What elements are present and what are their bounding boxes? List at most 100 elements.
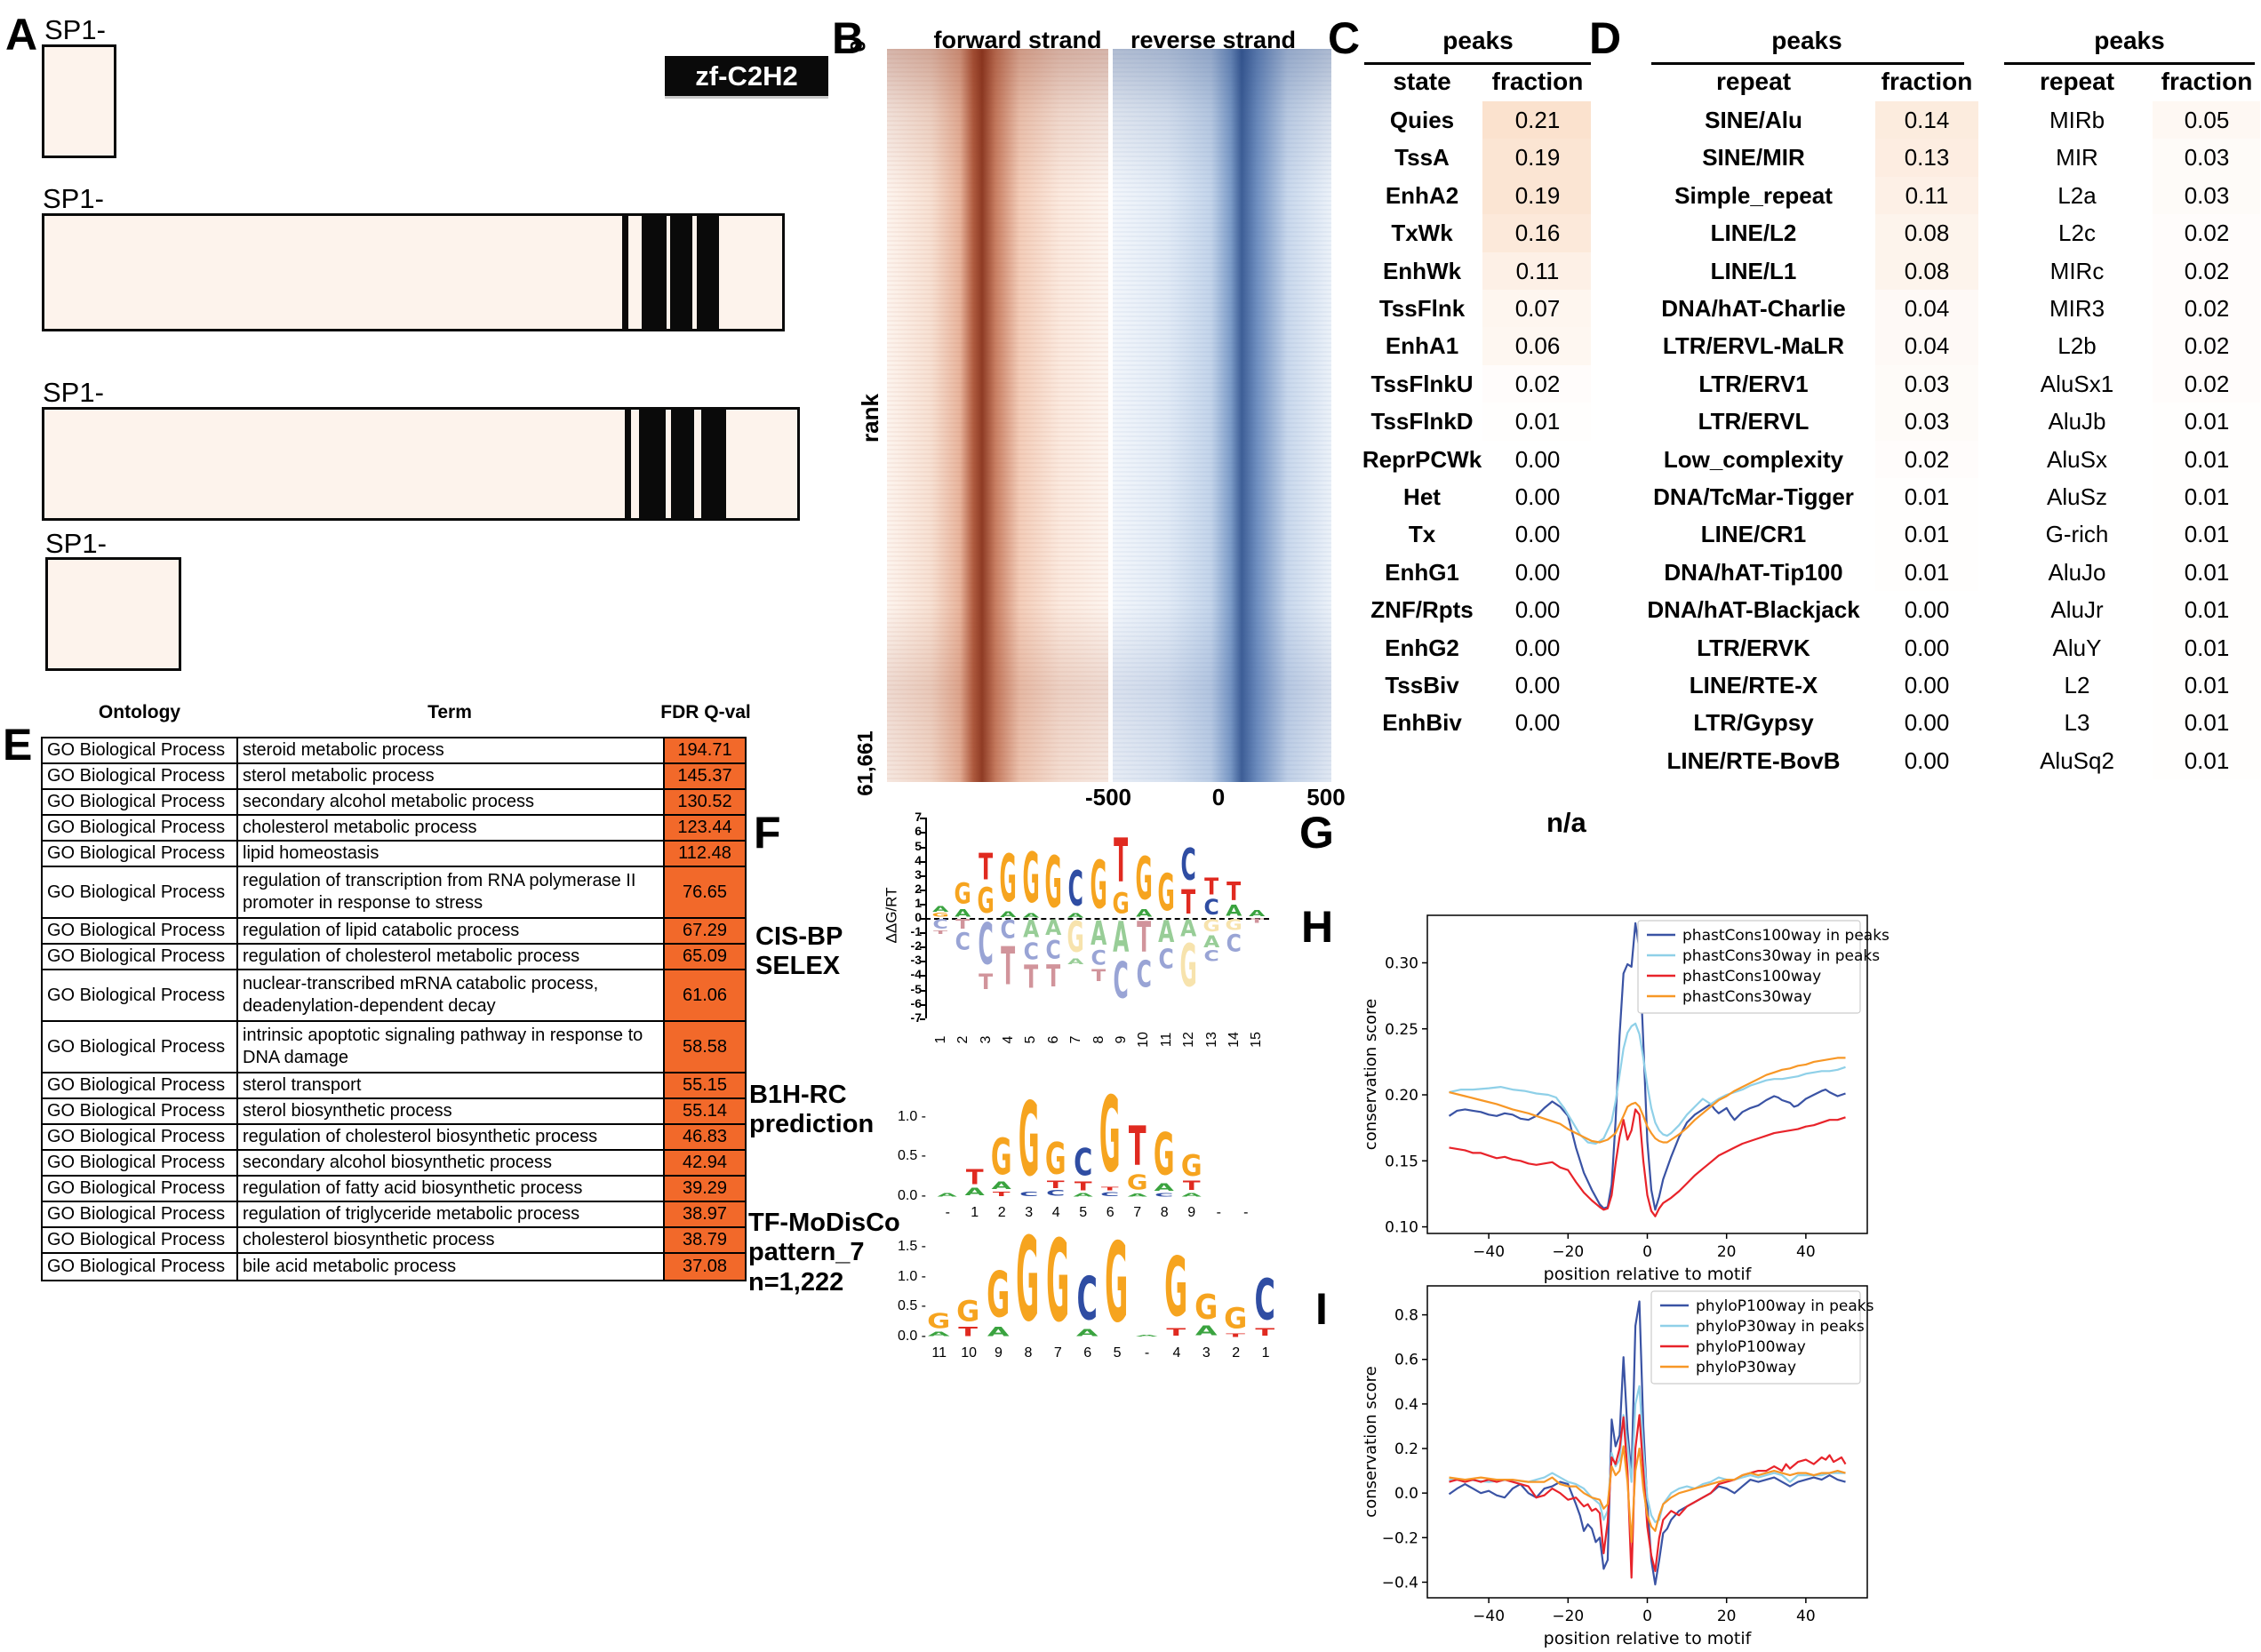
svg-text:A: A bbox=[1158, 918, 1175, 946]
row-fraction: 0.16 bbox=[1514, 219, 1561, 247]
go-term-cell: sterol metabolic process bbox=[238, 764, 665, 788]
fraction-cell-tint bbox=[1875, 176, 1978, 215]
logo-letter-T: T bbox=[965, 1168, 983, 1187]
row-fraction: 0.01 bbox=[2184, 483, 2230, 510]
isoform-body bbox=[42, 213, 785, 331]
svg-text:G: G bbox=[1113, 890, 1130, 918]
svg-text:C: C bbox=[1076, 1272, 1097, 1329]
logo1-ytickmark bbox=[920, 903, 925, 906]
logo-position-label: 8 bbox=[1160, 1205, 1169, 1220]
table-row: AluJo 0.01 bbox=[0, 554, 2261, 591]
row-label: Het bbox=[1403, 483, 1441, 510]
row-fraction: 0.03 bbox=[2184, 144, 2230, 172]
row-label: AluSx1 bbox=[2040, 370, 2114, 397]
go-enrichment-table: GO Biological Process steroid metabolic p… bbox=[41, 737, 747, 1281]
table-row: LTR/ERV1 0.03 bbox=[0, 365, 2261, 403]
logo1-ytick: -3 bbox=[910, 953, 922, 968]
d-left-title: peaks bbox=[1771, 27, 1842, 54]
logo1-ytickmark bbox=[920, 975, 925, 978]
row-label: LINE/CR1 bbox=[1700, 521, 1807, 548]
fraction-cell-tint bbox=[1875, 251, 1978, 290]
logo-position-label: 5 bbox=[1023, 1035, 1039, 1044]
logo1-ytick: -5 bbox=[910, 981, 922, 996]
go-qval-cell: 38.79 bbox=[665, 1228, 745, 1252]
row-label: L3 bbox=[2064, 709, 2090, 737]
logo-letter-T: T bbox=[1182, 1180, 1200, 1192]
logo-letter-C: C bbox=[1203, 949, 1218, 963]
logo-position-label: 1 bbox=[971, 1205, 979, 1220]
logo-position-label: 6 bbox=[1045, 1035, 1061, 1044]
svg-text:20: 20 bbox=[1717, 1608, 1737, 1625]
logo-letter-A: A bbox=[1127, 1193, 1146, 1197]
panel-label-g: G bbox=[1299, 808, 1334, 858]
table-row: EnhG2 0.00 bbox=[0, 629, 2261, 666]
logo-letter-G: G bbox=[1180, 939, 1197, 995]
row-label: MIR bbox=[2056, 144, 2098, 172]
svg-text:phyloP30way: phyloP30way bbox=[1696, 1359, 1796, 1377]
svg-text:T: T bbox=[979, 972, 993, 993]
logo-letter-A: A bbox=[1113, 918, 1129, 958]
fraction-cell-tint bbox=[1482, 327, 1591, 365]
logo-letter-C: C bbox=[1074, 1145, 1092, 1181]
logo-letter-T: T bbox=[1256, 1328, 1276, 1337]
svg-text:T: T bbox=[1204, 876, 1218, 898]
svg-text:A: A bbox=[1136, 908, 1153, 918]
fraction-cell-tint bbox=[1875, 214, 1978, 252]
table-row: DNA/TcMar-Tigger 0.01 bbox=[0, 478, 2261, 515]
svg-text:T: T bbox=[1001, 942, 1015, 992]
d-left-col-fraction: fraction bbox=[1881, 68, 1973, 95]
svg-text:A: A bbox=[1023, 913, 1040, 918]
svg-text:C: C bbox=[1203, 898, 1218, 918]
logo1-ytickmark bbox=[920, 946, 925, 949]
go-term-cell: cholesterol biosynthetic process bbox=[238, 1228, 665, 1252]
go-qval-cell: 39.29 bbox=[665, 1177, 745, 1201]
row-fraction: 0.00 bbox=[1514, 634, 1561, 661]
logo-letter-A: A bbox=[932, 906, 949, 913]
logo-letter-T: T bbox=[933, 930, 948, 935]
svg-text:C: C bbox=[1255, 1274, 1275, 1328]
go-table-row: GO Biological Process secondary alcohol b… bbox=[43, 1151, 745, 1177]
svg-text:G: G bbox=[1090, 855, 1107, 918]
svg-text:G: G bbox=[1194, 1291, 1218, 1324]
svg-text:position relative to motif: position relative to motif bbox=[1544, 1265, 1753, 1284]
svg-text:G: G bbox=[1180, 1153, 1202, 1180]
logo-letter-G: G bbox=[1164, 1250, 1187, 1328]
fraction-cell-tint bbox=[1482, 290, 1591, 328]
svg-text:G: G bbox=[1067, 918, 1084, 958]
go-qval-cell: 65.09 bbox=[665, 945, 745, 969]
row-label: AluSq2 bbox=[2040, 746, 2114, 774]
svg-text:T: T bbox=[1091, 968, 1107, 984]
svg-text:C: C bbox=[933, 918, 948, 930]
go-term-cell: regulation of transcription from RNA pol… bbox=[238, 867, 665, 917]
row-fraction: 0.00 bbox=[1904, 709, 1950, 737]
row-fraction: 0.01 bbox=[2184, 558, 2230, 586]
svg-text:C: C bbox=[1046, 938, 1061, 962]
row-label: LTR/ERVK bbox=[1697, 634, 1810, 661]
svg-text:G: G bbox=[1126, 1173, 1147, 1193]
table-row: ZNF/Rpts 0.00 bbox=[0, 591, 2261, 628]
panel-label-e: E bbox=[3, 720, 33, 770]
panel-label-a: A bbox=[5, 10, 38, 60]
svg-text:C: C bbox=[955, 930, 971, 954]
zinc-finger-domain-bar bbox=[697, 216, 719, 329]
logo1-ytickmark bbox=[920, 1018, 925, 1020]
svg-text:phyloP30way in peaks: phyloP30way in peaks bbox=[1696, 1318, 1865, 1336]
row-fraction: 0.04 bbox=[1904, 295, 1950, 322]
zinc-finger-domain-bar bbox=[642, 216, 667, 329]
svg-text:position relative to motif: position relative to motif bbox=[1544, 1629, 1753, 1648]
svg-text:G: G bbox=[1180, 939, 1197, 995]
svg-text:A: A bbox=[1000, 911, 1017, 918]
go-table-row: GO Biological Process sterol transport 55.… bbox=[43, 1073, 745, 1099]
logo-position-label: 6 bbox=[1083, 1345, 1092, 1361]
logo1-ytickmark bbox=[920, 989, 925, 992]
c-table-title-rule bbox=[1364, 62, 1591, 65]
row-fraction: 0.01 bbox=[2184, 521, 2230, 548]
row-label: TssA bbox=[1394, 144, 1450, 172]
isoform-body bbox=[42, 44, 116, 158]
logo-letter-G: G bbox=[1154, 1128, 1175, 1183]
row-label: EnhWk bbox=[1382, 257, 1462, 284]
c-table-title: peaks bbox=[1442, 27, 1514, 54]
e-header-fdr: FDR Q-val bbox=[660, 702, 751, 722]
svg-text:G: G bbox=[956, 1298, 979, 1325]
row-fraction: 0.08 bbox=[1904, 257, 1950, 284]
